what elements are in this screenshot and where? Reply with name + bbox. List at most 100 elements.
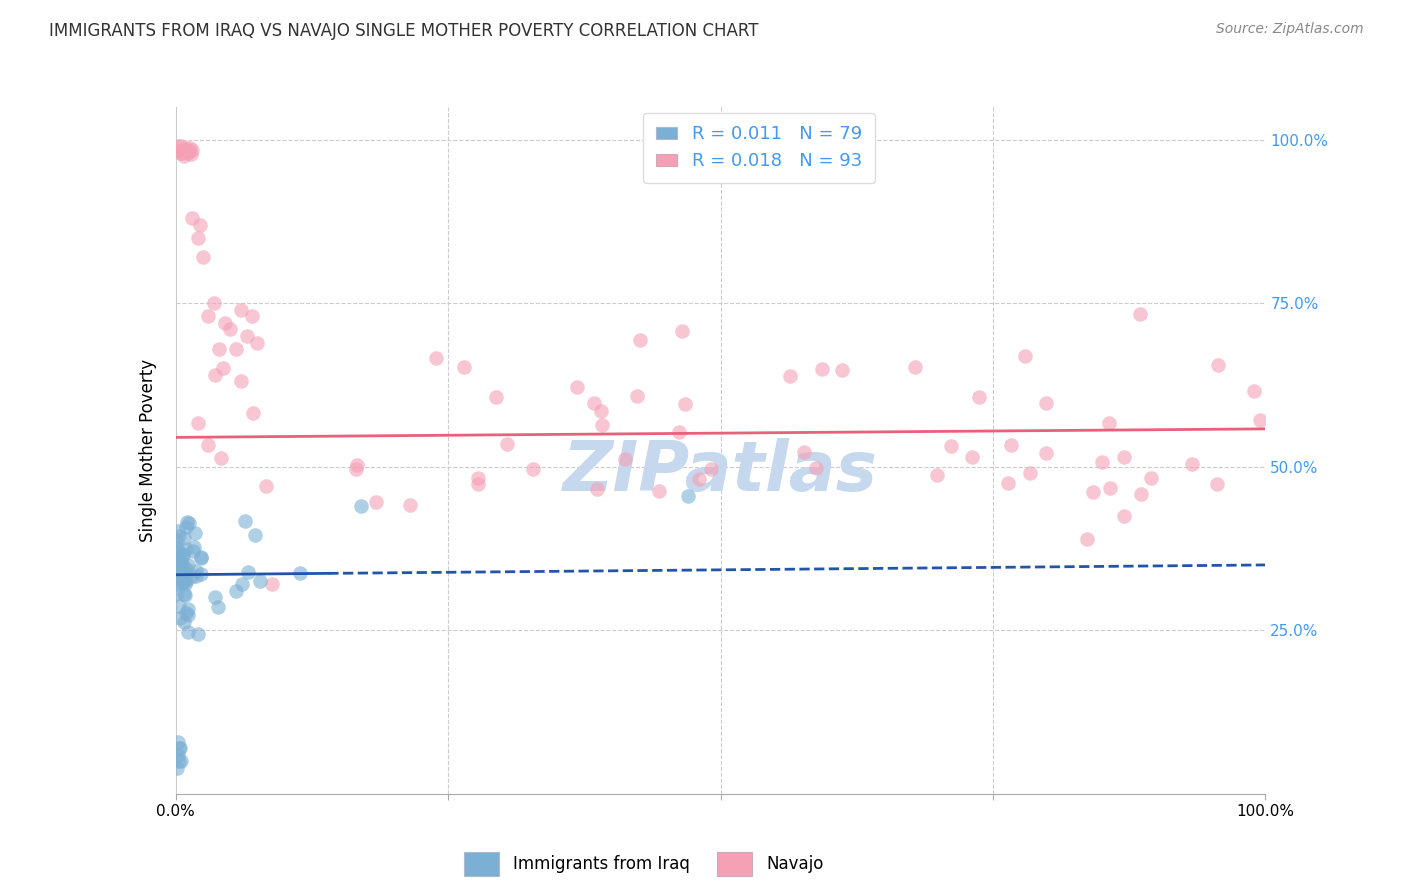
- Point: [197, 438, 219, 452]
- Point: [1019, 466, 1042, 480]
- FancyBboxPatch shape: [717, 852, 752, 876]
- Point: [225, 342, 247, 356]
- Point: [167, 741, 190, 756]
- Point: [181, 143, 204, 157]
- Point: [170, 555, 193, 569]
- Point: [1249, 413, 1271, 427]
- Point: [904, 359, 927, 374]
- Point: [238, 566, 260, 580]
- Point: [927, 468, 949, 483]
- Point: [346, 462, 368, 476]
- Point: [173, 615, 195, 629]
- Point: [176, 608, 198, 623]
- Point: [1181, 457, 1204, 471]
- Point: [1129, 487, 1152, 501]
- Point: [567, 380, 589, 394]
- Point: [173, 560, 195, 574]
- Point: [181, 211, 204, 226]
- Point: [174, 577, 197, 591]
- Point: [1206, 477, 1229, 491]
- Point: [233, 514, 256, 528]
- Point: [172, 145, 194, 160]
- Point: [1206, 359, 1229, 373]
- Point: [582, 395, 605, 409]
- Point: [173, 573, 195, 587]
- Point: [187, 626, 209, 640]
- Text: Source: ZipAtlas.com: Source: ZipAtlas.com: [1216, 22, 1364, 37]
- Point: [1000, 438, 1022, 452]
- Point: [166, 569, 188, 583]
- Point: [591, 418, 613, 433]
- Point: [614, 452, 637, 467]
- Point: [960, 450, 983, 464]
- Point: [231, 302, 253, 317]
- Point: [1076, 532, 1098, 546]
- Point: [165, 587, 187, 601]
- Point: [467, 471, 489, 485]
- Point: [229, 374, 252, 388]
- FancyBboxPatch shape: [464, 852, 499, 876]
- Point: [197, 310, 219, 324]
- Point: [166, 761, 188, 775]
- Point: [204, 590, 226, 604]
- Point: [366, 495, 388, 509]
- Point: [167, 734, 190, 748]
- Point: [167, 139, 190, 153]
- Point: [169, 145, 191, 160]
- Point: [831, 363, 853, 377]
- Point: [806, 461, 828, 475]
- Point: [1114, 508, 1136, 523]
- Point: [165, 550, 187, 565]
- Point: [648, 483, 671, 498]
- Point: [811, 362, 834, 376]
- Point: [170, 558, 193, 572]
- Point: [1129, 307, 1152, 321]
- Point: [1035, 396, 1057, 410]
- Point: [172, 547, 194, 561]
- Point: [467, 477, 489, 491]
- Point: [169, 611, 191, 625]
- Point: [1140, 471, 1163, 485]
- Point: [166, 566, 188, 580]
- Point: [173, 531, 195, 545]
- Point: [167, 747, 190, 762]
- Point: [174, 606, 197, 620]
- Text: IMMIGRANTS FROM IRAQ VS NAVAJO SINGLE MOTHER POVERTY CORRELATION CHART: IMMIGRANTS FROM IRAQ VS NAVAJO SINGLE MO…: [49, 22, 759, 40]
- Point: [167, 754, 190, 768]
- Point: [225, 584, 247, 599]
- Point: [167, 546, 190, 560]
- Point: [207, 599, 229, 614]
- Point: [939, 439, 962, 453]
- Point: [176, 516, 198, 530]
- Point: [246, 335, 269, 350]
- Point: [676, 489, 699, 503]
- Point: [169, 574, 191, 589]
- Point: [166, 541, 188, 555]
- Point: [997, 476, 1019, 491]
- Point: [177, 558, 200, 572]
- Point: [496, 436, 519, 450]
- Point: [1098, 482, 1121, 496]
- Y-axis label: Single Mother Poverty: Single Mother Poverty: [139, 359, 157, 542]
- Point: [180, 569, 202, 583]
- Point: [169, 557, 191, 571]
- Point: [174, 588, 197, 602]
- Point: [699, 462, 721, 476]
- Point: [166, 543, 188, 558]
- Point: [180, 147, 202, 161]
- Point: [260, 577, 283, 591]
- Point: [172, 574, 194, 589]
- Point: [177, 625, 200, 640]
- Point: [190, 566, 212, 581]
- Point: [177, 144, 200, 158]
- Point: [398, 498, 420, 512]
- Point: [350, 499, 373, 513]
- Point: [177, 516, 200, 531]
- Point: [793, 444, 815, 458]
- Point: [231, 577, 253, 591]
- Point: [453, 360, 475, 375]
- Point: [166, 577, 188, 591]
- Text: ZIPatlas: ZIPatlas: [562, 438, 879, 505]
- Point: [172, 574, 194, 588]
- Point: [188, 218, 211, 232]
